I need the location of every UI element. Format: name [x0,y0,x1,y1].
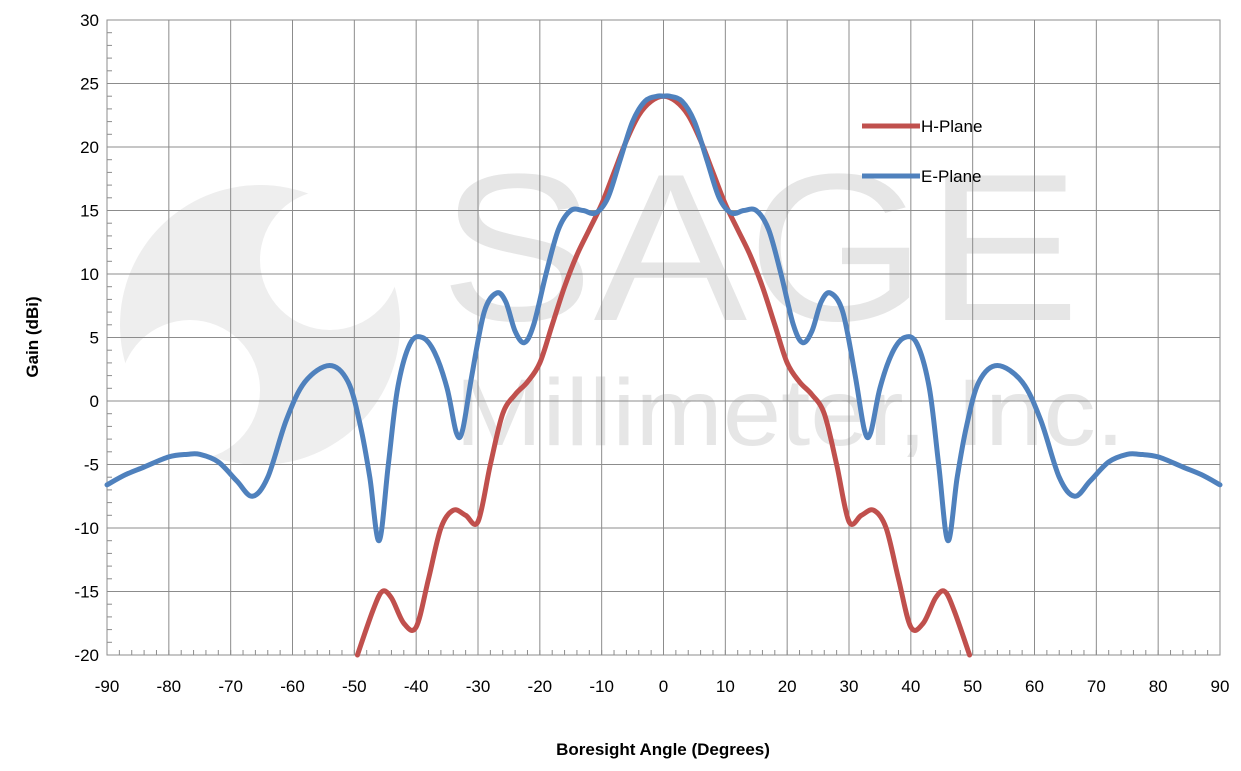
x-tick-label: 60 [1025,677,1044,696]
x-tick-label: 80 [1149,677,1168,696]
series-layer [104,93,1223,658]
x-tick-label: -90 [95,677,120,696]
x-tick-label: 0 [659,677,668,696]
plot-grid [106,19,1221,656]
x-axis-title: Boresight Angle (Degrees) [556,740,770,759]
x-tick-label: -10 [589,677,614,696]
y-tick-label: 30 [80,11,99,30]
y-tick-label: -15 [74,583,99,602]
y-tick-label: 10 [80,265,99,284]
x-tick-label: 40 [901,677,920,696]
legend-label-e-plane: E-Plane [921,167,981,186]
x-tick-label: -30 [466,677,491,696]
series-line-e-plane [104,93,1223,544]
y-tick-label: 25 [80,75,99,94]
watermark: SAGE Millimeter, Inc. [120,130,1125,466]
y-axis-title: Gain (dBi) [23,296,42,377]
x-tick-label: -60 [280,677,305,696]
legend: H-Plane E-Plane [862,117,982,186]
x-tick-label: -70 [218,677,243,696]
y-tick-label: 5 [90,329,99,348]
axes: -90 -80 -70 -60 -50 -40 -30 -20 -10 0 10 20 30 40 50 60… [74,11,1229,696]
x-tick-label: -40 [404,677,429,696]
x-tick-label: -50 [342,677,367,696]
legend-label-h-plane: H-Plane [921,117,982,136]
watermark-text-2: Millimeter, Inc. [455,360,1125,466]
y-tick-label: -10 [74,519,99,538]
x-tick-label: 20 [778,677,797,696]
x-tick-label: 50 [963,677,982,696]
x-tick-label: -20 [528,677,553,696]
plot-border [106,19,1221,656]
x-tick-label: 90 [1211,677,1230,696]
x-tick-label: -80 [157,677,182,696]
y-tick-label: 20 [80,138,99,157]
y-tick-label: 15 [80,202,99,221]
y-tick-label: -20 [74,646,99,665]
x-tick-label: 10 [716,677,735,696]
watermark-text-1: SAGE [440,130,1080,365]
x-tick-label: 70 [1087,677,1106,696]
y-tick-label: -5 [84,456,99,475]
x-tick-label: 30 [840,677,859,696]
y-tick-label: 0 [90,392,99,411]
